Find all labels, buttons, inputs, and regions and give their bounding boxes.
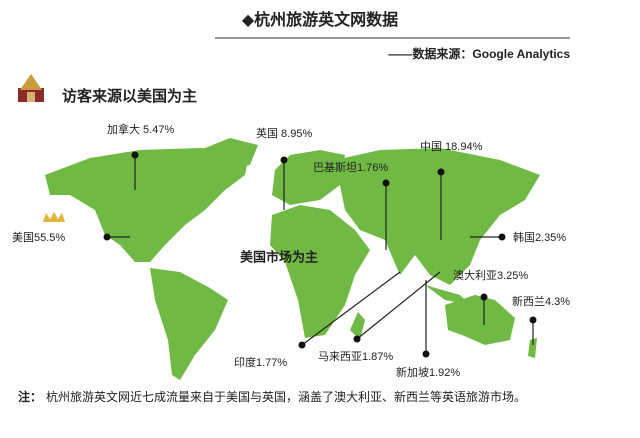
pin-line xyxy=(356,271,441,340)
center-label: 美国市场为主 xyxy=(240,249,318,264)
pin-label: 加拿大 5.47% xyxy=(107,122,174,136)
source: ——数据来源：Google Analytics xyxy=(388,46,570,61)
pin-line xyxy=(301,271,401,346)
note-text: 杭州旅游英文网近七成流量来自于美国与英国，涵盖了澳大利亚、新西兰等英语旅游市场。 xyxy=(46,389,526,404)
pin-label: 巴基斯坦1.76% xyxy=(313,160,388,174)
temple-icon xyxy=(18,74,44,102)
pin-dot xyxy=(529,316,537,324)
title: ◆杭州旅游英文网数据 xyxy=(242,10,398,29)
pin-dot xyxy=(280,156,288,164)
pin-label: 美国55.5% xyxy=(12,231,65,244)
note-prefix: 注： xyxy=(18,389,42,404)
pin-label: 英国 8.95% xyxy=(256,126,312,140)
pin-label: 澳大利亚3.25% xyxy=(453,268,528,282)
pin-dot xyxy=(103,233,111,241)
pin-label: 新西兰4.3% xyxy=(512,294,570,308)
pin-label: 中国 18.94% xyxy=(420,140,483,153)
pin-dot xyxy=(353,335,361,343)
section-title: 访客来源以美国为主 xyxy=(62,87,197,105)
crown-icon xyxy=(43,212,65,222)
pin-label: 韩国2.35% xyxy=(513,230,566,244)
pin-dot xyxy=(131,151,139,159)
pin-dot xyxy=(480,293,488,301)
pin-dot xyxy=(382,179,390,187)
pin-label: 印度1.77% xyxy=(234,355,287,369)
pin-label: 新加坡1.92% xyxy=(396,365,460,379)
pin-dot xyxy=(498,233,506,241)
pin-dot xyxy=(298,341,306,349)
pin-dot xyxy=(437,168,445,176)
pin-label: 马来西亚1.87% xyxy=(318,350,393,363)
pin-dot xyxy=(422,350,430,358)
